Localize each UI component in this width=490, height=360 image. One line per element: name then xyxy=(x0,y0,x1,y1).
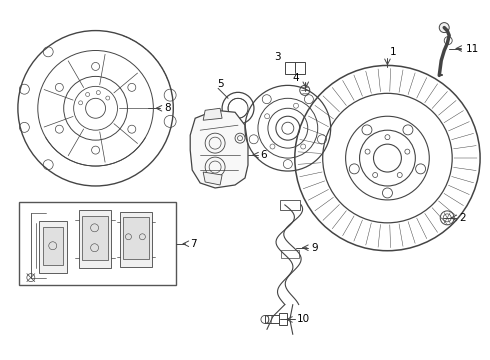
Text: 8: 8 xyxy=(164,103,171,113)
Circle shape xyxy=(439,23,449,32)
Polygon shape xyxy=(190,110,248,188)
Text: 4: 4 xyxy=(293,73,299,84)
Bar xyxy=(39,221,67,273)
Bar xyxy=(121,212,152,267)
Text: 5: 5 xyxy=(217,79,223,89)
Bar xyxy=(280,200,300,210)
Text: 6: 6 xyxy=(260,150,267,160)
Text: 2: 2 xyxy=(459,213,466,223)
Bar xyxy=(281,250,299,258)
Bar xyxy=(43,227,63,265)
Bar xyxy=(123,217,149,259)
Bar xyxy=(265,315,279,323)
Bar xyxy=(285,62,305,75)
Text: 9: 9 xyxy=(312,243,318,253)
Text: 10: 10 xyxy=(297,314,310,324)
Bar xyxy=(19,202,176,285)
Text: 1: 1 xyxy=(390,48,396,58)
Bar xyxy=(78,210,111,268)
Bar xyxy=(279,314,287,325)
Polygon shape xyxy=(203,172,222,185)
Bar xyxy=(82,216,107,260)
Polygon shape xyxy=(203,108,222,120)
Text: 11: 11 xyxy=(466,44,479,54)
Text: 7: 7 xyxy=(190,239,197,249)
Text: 3: 3 xyxy=(274,53,281,63)
